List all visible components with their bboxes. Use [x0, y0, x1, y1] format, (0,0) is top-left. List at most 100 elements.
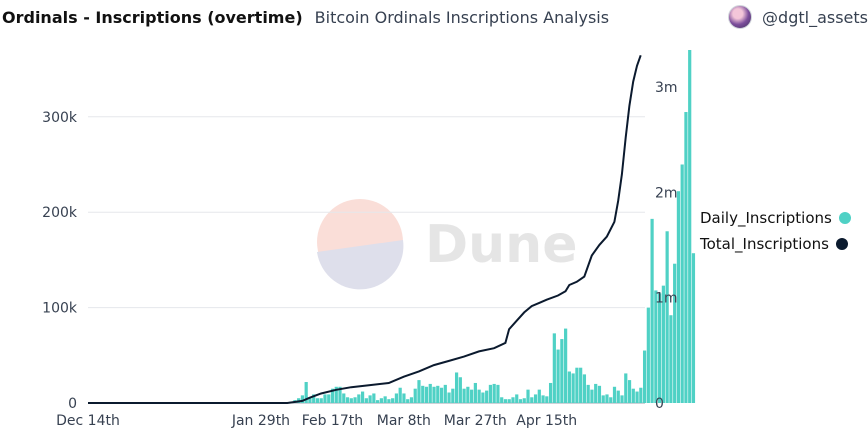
bar-daily-inscriptions — [413, 388, 417, 403]
bar-daily-inscriptions — [500, 397, 504, 403]
bar-daily-inscriptions — [432, 386, 436, 403]
total-inscriptions-line — [88, 54, 642, 404]
bar-daily-inscriptions — [642, 350, 647, 403]
bar-daily-inscriptions — [402, 393, 406, 403]
bar-daily-inscriptions — [345, 397, 350, 403]
bar-daily-inscriptions — [688, 50, 692, 403]
bar-daily-inscriptions — [507, 399, 511, 403]
bar-daily-inscriptions — [334, 386, 338, 403]
author-link[interactable]: @dgtl_assets — [728, 0, 868, 34]
legend-dot-icon — [835, 238, 848, 250]
bar-daily-inscriptions — [624, 373, 628, 403]
bar-daily-inscriptions — [537, 389, 541, 403]
bar-daily-inscriptions — [571, 373, 575, 403]
x-tick-label: Dec 14th — [56, 413, 120, 429]
dune-watermark: Dune — [317, 199, 577, 290]
bar-daily-inscriptions — [552, 333, 556, 403]
avatar — [728, 5, 753, 29]
bar-daily-inscriptions — [586, 384, 590, 403]
y-tick-label-left: 200k — [42, 205, 78, 221]
bar-daily-inscriptions — [594, 383, 598, 403]
bar-daily-inscriptions — [485, 390, 489, 403]
bar-daily-inscriptions — [330, 388, 335, 403]
bar-daily-inscriptions — [609, 397, 613, 403]
bar-daily-inscriptions — [691, 253, 696, 403]
bar-daily-inscriptions — [612, 386, 617, 403]
bar-daily-inscriptions — [364, 398, 368, 403]
bar-daily-inscriptions — [406, 399, 410, 403]
chart-header: Ordinals - Inscriptions (overtime) Bitco… — [0, 0, 868, 34]
x-tick-label: Mar 8th — [377, 413, 431, 429]
bar-daily-inscriptions — [639, 387, 643, 403]
legend-item-daily[interactable]: Daily_Inscriptions — [700, 205, 851, 231]
bar-daily-inscriptions — [590, 389, 594, 403]
bar-daily-inscriptions — [676, 191, 681, 403]
bar-daily-inscriptions — [522, 398, 526, 403]
bar-daily-inscriptions — [575, 367, 579, 403]
bar-daily-inscriptions — [451, 388, 455, 403]
bar-daily-inscriptions — [556, 349, 560, 403]
bar-daily-inscriptions — [620, 395, 624, 403]
bar-daily-inscriptions — [368, 395, 372, 403]
bar-daily-inscriptions — [338, 386, 342, 403]
y-tick-label-left: 100k — [42, 301, 78, 317]
bar-daily-inscriptions — [360, 391, 365, 403]
chart-subtitle: Bitcoin Ordinals Inscriptions Analysis — [314, 7, 610, 27]
bar-daily-inscriptions — [541, 395, 545, 403]
y-tick-label-right: 3m — [655, 80, 678, 96]
bar-daily-inscriptions — [466, 386, 470, 403]
bar-daily-inscriptions — [579, 367, 583, 403]
bar-daily-inscriptions — [661, 285, 665, 403]
bar-daily-inscriptions — [601, 395, 605, 403]
x-tick-label: Apr 15th — [516, 413, 577, 429]
bar-daily-inscriptions — [439, 387, 444, 403]
bar-daily-inscriptions — [428, 383, 432, 403]
bar-daily-inscriptions — [357, 394, 361, 403]
bar-daily-inscriptions — [481, 392, 485, 403]
bar-daily-inscriptions — [533, 394, 538, 403]
bar-daily-inscriptions — [372, 393, 376, 403]
bar-daily-inscriptions — [654, 290, 658, 403]
chart-title: Ordinals - Inscriptions (overtime) — [2, 7, 303, 27]
bar-daily-inscriptions — [394, 393, 399, 403]
bar-daily-inscriptions — [650, 218, 654, 403]
bar-daily-inscriptions — [616, 390, 620, 403]
x-tick-label: Feb 17th — [302, 413, 363, 429]
legend-item-total[interactable]: Total_Inscriptions — [700, 231, 851, 257]
bar-daily-inscriptions — [327, 394, 331, 403]
bar-daily-inscriptions — [312, 394, 316, 403]
y-tick-label-left: 300k — [42, 110, 78, 126]
bar-daily-inscriptions — [443, 384, 447, 403]
bar-daily-inscriptions — [530, 397, 534, 403]
bar-daily-inscriptions — [458, 377, 462, 403]
watermark-logo-icon — [317, 199, 403, 285]
bar-daily-inscriptions — [669, 315, 673, 403]
bar-daily-inscriptions — [421, 385, 425, 403]
chart-legend: Daily_Inscriptions Total_Inscriptions — [700, 205, 851, 257]
bar-daily-inscriptions — [605, 394, 609, 403]
bar-daily-inscriptions — [518, 399, 523, 403]
x-tick-label: Jan 29th — [231, 413, 290, 429]
bar-daily-inscriptions — [424, 386, 429, 403]
bar-daily-inscriptions — [379, 398, 383, 403]
legend-label-total: Total_Inscriptions — [700, 235, 829, 253]
bar-daily-inscriptions — [342, 393, 346, 403]
bar-daily-inscriptions — [436, 385, 440, 403]
bar-daily-inscriptions — [515, 394, 519, 403]
bar-daily-inscriptions — [631, 388, 635, 403]
bar-daily-inscriptions — [376, 400, 380, 403]
watermark-logo-slice-icon — [317, 240, 404, 290]
bar-daily-inscriptions — [417, 380, 421, 403]
bar-daily-inscriptions — [349, 398, 353, 403]
bar-daily-inscriptions — [492, 383, 496, 403]
y-tick-label-right: 1m — [655, 291, 678, 307]
bar-daily-inscriptions — [548, 382, 553, 403]
bar-daily-inscriptions — [462, 388, 466, 403]
x-tick-label: Mar 27th — [444, 413, 507, 429]
legend-dot-icon — [838, 212, 851, 224]
y-tick-label-left: 0 — [68, 396, 77, 412]
bar-daily-inscriptions — [387, 399, 391, 403]
bar-daily-inscriptions — [319, 398, 323, 403]
bar-daily-inscriptions — [353, 397, 357, 403]
bar-daily-inscriptions — [398, 387, 402, 403]
